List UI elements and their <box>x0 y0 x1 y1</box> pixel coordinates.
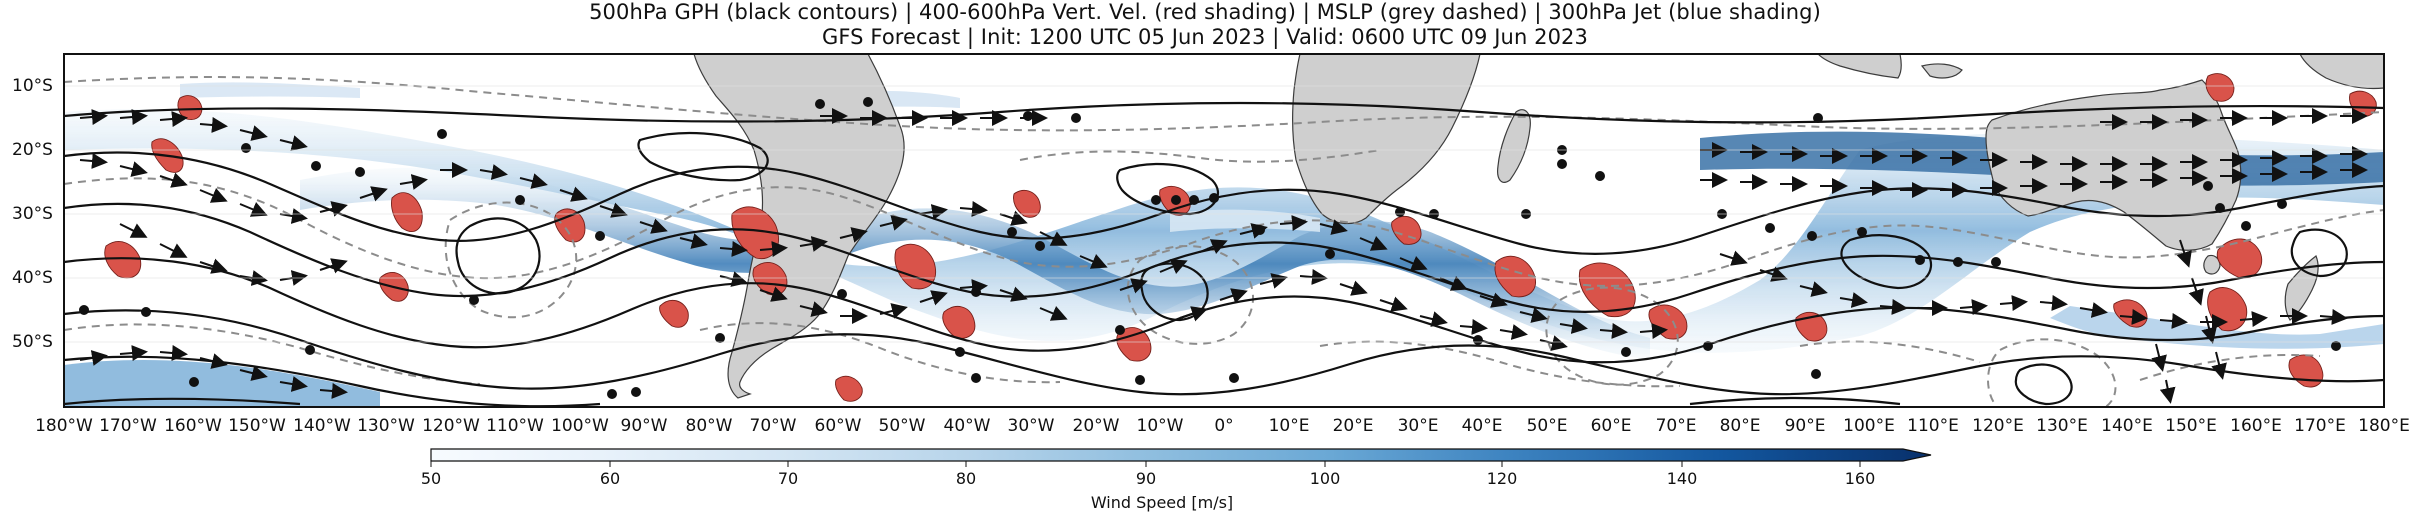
lon-tick-label: 180°E <box>2358 416 2410 436</box>
lon-tick-label: 130°W <box>357 416 415 436</box>
lat-tick-label: 50°S <box>12 332 53 352</box>
title-line-2: GFS Forecast | Init: 1200 UTC 05 Jun 202… <box>822 25 1588 49</box>
figure-title: 500hPa GPH (black contours) | 400-600hPa… <box>0 0 2410 50</box>
papua-landmass <box>2299 54 2384 90</box>
lon-tick-label: 60°E <box>1591 416 1632 436</box>
colorbar-tick-label: 70 <box>778 469 798 488</box>
lat-tick-label: 10°S <box>12 76 53 96</box>
map-border <box>63 53 2385 408</box>
colorbar: 50 60 70 80 90 100 120 140 160 Wind Spee… <box>421 448 1932 512</box>
lat-tick-label: 20°S <box>12 140 53 160</box>
tasmania-landmass <box>2203 254 2221 275</box>
south-america-landmass <box>693 54 905 399</box>
lon-tick-label: 50°W <box>879 416 926 436</box>
lon-tick-label: 40°W <box>944 416 991 436</box>
colorbar-tick-label: 160 <box>1845 469 1876 488</box>
latitude-axis: 10°S 20°S 30°S 40°S 50°S <box>12 76 53 352</box>
lon-tick-label: 140°E <box>2101 416 2153 436</box>
lon-tick-label: 90°W <box>621 416 668 436</box>
lon-tick-label: 90°E <box>1785 416 1826 436</box>
lon-tick-label: 50°E <box>1527 416 1568 436</box>
lon-tick-label: 80°E <box>1720 416 1761 436</box>
colorbar-tick-label: 120 <box>1487 469 1518 488</box>
colorbar-tick-label: 100 <box>1310 469 1341 488</box>
colorbar-tick-label: 80 <box>956 469 976 488</box>
lon-tick-label: 40°E <box>1462 416 1503 436</box>
colorbar-tick-label: 60 <box>600 469 620 488</box>
lon-tick-label: 150°E <box>2165 416 2217 436</box>
lon-tick-label: 140°W <box>293 416 351 436</box>
lon-tick-label: 20°E <box>1333 416 1374 436</box>
island-landmass <box>1920 63 1963 79</box>
lon-tick-label: 20°W <box>1073 416 1120 436</box>
lon-tick-label: 70°W <box>750 416 797 436</box>
lon-tick-label: 170°W <box>99 416 157 436</box>
lon-tick-label: 10°W <box>1137 416 1184 436</box>
longitude-axis: 180°W 170°W 160°W 150°W 140°W 130°W 120°… <box>35 416 2410 436</box>
lon-tick-label: 30°W <box>1008 416 1055 436</box>
lon-tick-label: 150°W <box>228 416 286 436</box>
southern-africa-landmass <box>1292 54 1481 225</box>
lon-tick-label: 120°W <box>422 416 480 436</box>
lon-tick-label: 30°E <box>1398 416 1439 436</box>
lon-tick-label: 120°E <box>1972 416 2024 436</box>
lon-tick-label: 100°E <box>1843 416 1895 436</box>
lon-tick-label: 100°W <box>551 416 609 436</box>
lon-tick-label: 130°E <box>2036 416 2088 436</box>
lon-tick-label: 110°E <box>1907 416 1959 436</box>
lon-tick-label: 110°W <box>486 416 544 436</box>
lon-tick-label: 160°W <box>164 416 222 436</box>
indonesia-landmass <box>1817 54 1902 79</box>
lon-tick-label: 80°W <box>686 416 733 436</box>
colorbar-tick-label: 90 <box>1136 469 1156 488</box>
lon-tick-label: 70°E <box>1656 416 1697 436</box>
lon-tick-label: 160°E <box>2230 416 2282 436</box>
title-line-1: 500hPa GPH (black contours) | 400-600hPa… <box>589 0 1821 24</box>
graticule <box>64 85 2384 343</box>
lat-tick-label: 30°S <box>12 204 53 224</box>
lon-tick-label: 0° <box>1214 416 1233 436</box>
map-area <box>64 54 2384 407</box>
lon-tick-label: 10°E <box>1269 416 1310 436</box>
lon-tick-label: 180°W <box>35 416 93 436</box>
colorbar-tick-label: 50 <box>421 469 441 488</box>
colorbar-gradient <box>430 448 1932 462</box>
new-zealand-landmass <box>2284 255 2319 321</box>
vertical-velocity-shading <box>104 73 2377 402</box>
colorbar-tick-label: 140 <box>1667 469 1698 488</box>
lon-tick-label: 170°E <box>2294 416 2346 436</box>
lat-tick-label: 40°S <box>12 268 53 288</box>
lon-tick-label: 60°W <box>815 416 862 436</box>
colorbar-label: Wind Speed [m/s] <box>1091 493 1233 512</box>
madagascar-landmass <box>1497 109 1531 183</box>
